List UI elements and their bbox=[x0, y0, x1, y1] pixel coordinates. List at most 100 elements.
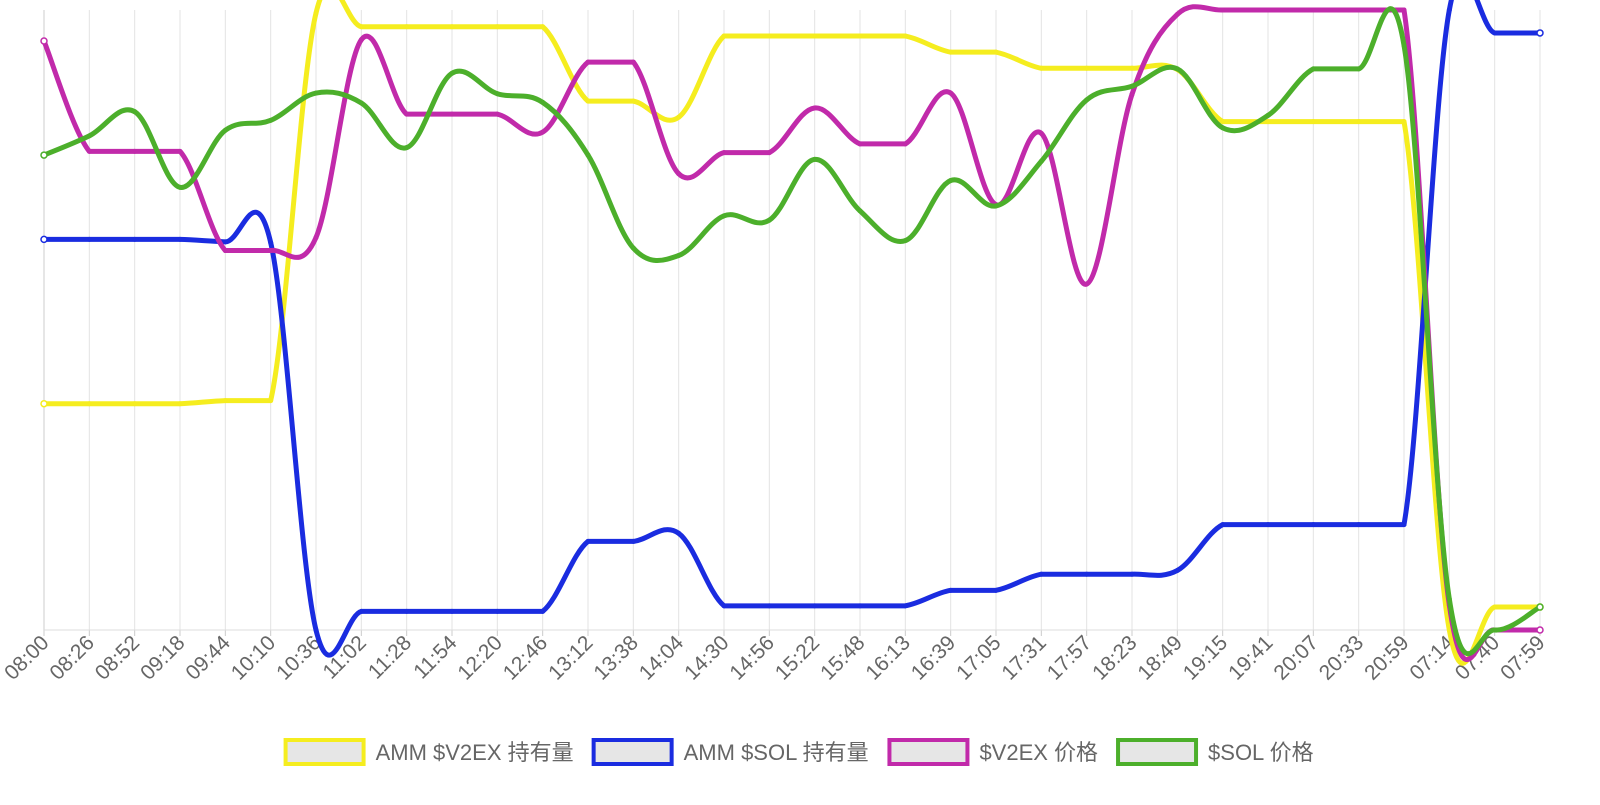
data-point bbox=[1265, 112, 1271, 118]
data-point bbox=[993, 203, 999, 209]
x-tick-label: 17:05 bbox=[952, 631, 1005, 684]
data-point bbox=[40, 151, 48, 159]
legend-label: $V2EX 价格 bbox=[979, 740, 1098, 765]
legend-label: AMM $V2EX 持有量 bbox=[376, 740, 574, 765]
x-tick-label: 14:30 bbox=[680, 631, 733, 684]
data-point bbox=[812, 156, 818, 162]
data-point bbox=[1310, 119, 1316, 125]
series-3 bbox=[40, 4, 1544, 663]
x-tick-label: 14:56 bbox=[725, 631, 778, 684]
data-point bbox=[1310, 66, 1316, 72]
data-point bbox=[1310, 7, 1316, 13]
data-point bbox=[721, 213, 727, 219]
data-point bbox=[630, 538, 636, 544]
x-tick-label: 20:59 bbox=[1360, 631, 1413, 684]
data-point bbox=[766, 33, 772, 39]
data-point bbox=[1084, 281, 1090, 287]
data-point bbox=[676, 253, 682, 259]
data-point bbox=[1174, 567, 1180, 573]
legend-label: $SOL 价格 bbox=[1208, 740, 1314, 765]
data-point bbox=[1038, 65, 1044, 71]
data-point bbox=[902, 33, 908, 39]
data-point bbox=[1084, 65, 1090, 71]
x-tick-label: 13:12 bbox=[544, 631, 597, 684]
data-point bbox=[1038, 571, 1044, 577]
data-point bbox=[494, 608, 500, 614]
data-point bbox=[358, 100, 364, 106]
data-point bbox=[404, 608, 410, 614]
data-point bbox=[676, 114, 682, 120]
data-point bbox=[721, 150, 727, 156]
x-tick-label: 12:20 bbox=[453, 631, 506, 684]
data-point bbox=[1038, 158, 1044, 164]
x-tick-label: 16:13 bbox=[861, 631, 914, 684]
x-tick-label: 19:15 bbox=[1179, 631, 1232, 684]
data-point bbox=[585, 59, 591, 65]
data-point bbox=[1038, 130, 1044, 136]
series-2 bbox=[40, 0, 1544, 658]
data-point bbox=[1356, 119, 1362, 125]
data-point bbox=[1492, 604, 1498, 610]
data-point bbox=[449, 608, 455, 614]
legend-label: AMM $SOL 持有量 bbox=[684, 740, 869, 765]
data-point bbox=[676, 171, 682, 177]
data-point bbox=[630, 245, 636, 251]
data-point bbox=[812, 33, 818, 39]
x-tick-label: 19:41 bbox=[1224, 631, 1277, 684]
legend[interactable]: AMM $V2EX 持有量 AMM $SOL 持有量 $V2EX 价格 $SOL 价格 bbox=[283, 738, 1314, 766]
data-point bbox=[177, 148, 183, 154]
data-point bbox=[1084, 571, 1090, 577]
data-point bbox=[540, 608, 546, 614]
data-point bbox=[766, 150, 772, 156]
data-point bbox=[449, 70, 455, 76]
x-tick-label: 20:33 bbox=[1315, 631, 1368, 684]
data-point bbox=[1401, 119, 1407, 125]
x-tick-label: 15:48 bbox=[816, 631, 869, 684]
data-point bbox=[1129, 65, 1135, 71]
x-tick-label: 16:39 bbox=[907, 631, 960, 684]
data-point bbox=[1174, 11, 1180, 17]
data-point bbox=[268, 117, 274, 123]
data-point bbox=[132, 236, 138, 242]
x-tick-label: 13:38 bbox=[589, 631, 642, 684]
data-point bbox=[857, 208, 863, 214]
series-line bbox=[41, 0, 1543, 666]
legend-item[interactable]: $V2EX 价格 bbox=[887, 738, 1098, 766]
legend-item[interactable]: AMM $SOL 持有量 bbox=[591, 738, 869, 766]
data-point bbox=[766, 217, 772, 223]
data-point bbox=[902, 238, 908, 244]
data-point bbox=[222, 248, 228, 254]
x-tick-label: 15:22 bbox=[771, 631, 824, 684]
data-point bbox=[1446, 7, 1452, 13]
series-line bbox=[41, 4, 1543, 663]
data-point bbox=[1536, 29, 1544, 37]
data-point bbox=[86, 133, 92, 139]
x-tick-label: 17:31 bbox=[997, 631, 1050, 684]
data-point bbox=[585, 152, 591, 158]
data-point bbox=[1220, 125, 1226, 131]
data-point bbox=[268, 248, 274, 254]
data-point bbox=[177, 184, 183, 190]
data-point bbox=[86, 236, 92, 242]
data-point bbox=[1265, 7, 1271, 13]
data-point bbox=[1356, 7, 1362, 13]
legend-item[interactable]: $SOL 价格 bbox=[1116, 738, 1314, 766]
x-tick-label: 08:00 bbox=[0, 631, 53, 684]
x-tick-label: 12:46 bbox=[499, 631, 552, 684]
data-point bbox=[404, 145, 410, 151]
data-point bbox=[948, 587, 954, 593]
data-point bbox=[721, 33, 727, 39]
legend-swatch bbox=[1116, 738, 1199, 766]
legend-item[interactable]: AMM $V2EX 持有量 bbox=[283, 738, 574, 766]
data-point bbox=[1446, 596, 1452, 602]
data-point bbox=[993, 49, 999, 55]
series-line bbox=[41, 0, 1543, 658]
data-point bbox=[585, 538, 591, 544]
data-point bbox=[540, 129, 546, 135]
x-tick-label: 08:26 bbox=[45, 631, 98, 684]
data-point bbox=[630, 98, 636, 104]
legend-swatch bbox=[283, 738, 366, 766]
series-line bbox=[41, 6, 1543, 657]
data-point bbox=[358, 24, 364, 30]
data-point bbox=[1265, 522, 1271, 528]
